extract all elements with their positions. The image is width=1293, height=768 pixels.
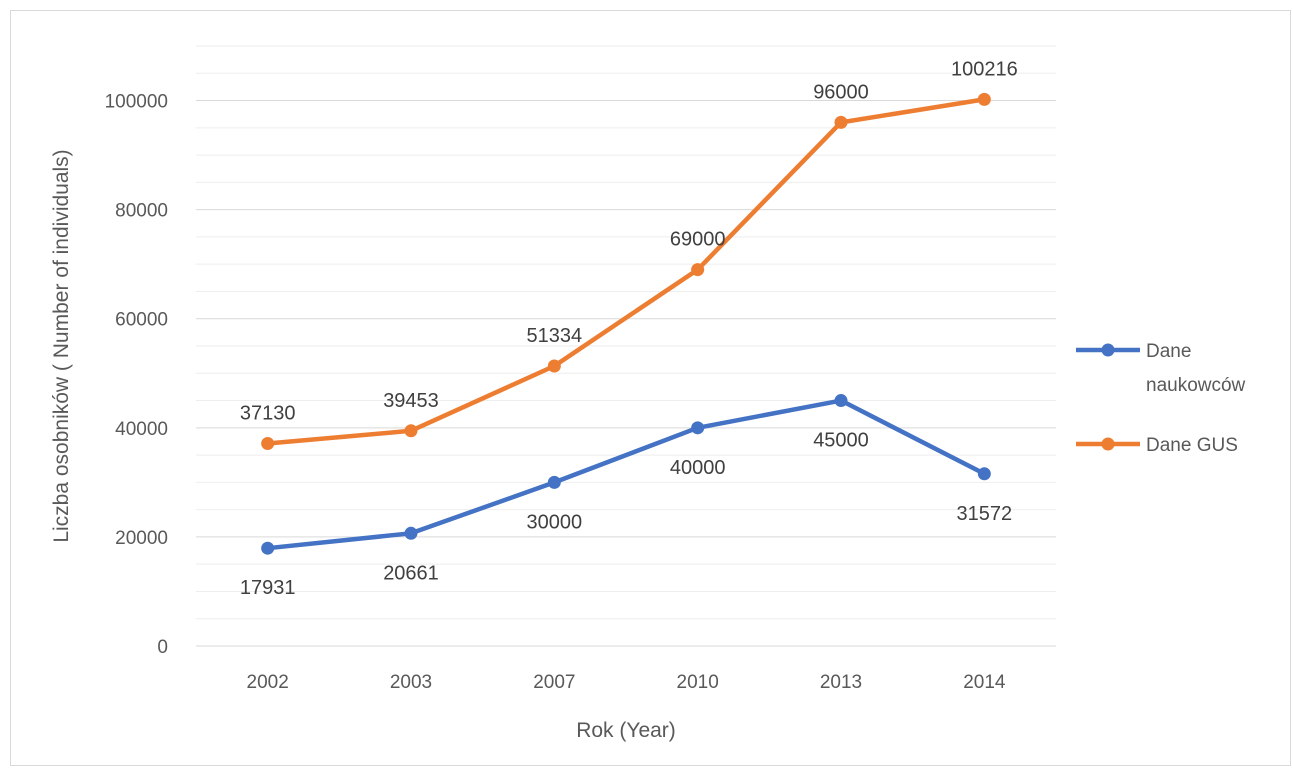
- data-label: 17931: [240, 577, 296, 599]
- x-axis-title: Rok (Year): [576, 719, 676, 742]
- data-label: 31572: [957, 503, 1013, 525]
- legend-label: Dane GUS: [1146, 435, 1238, 456]
- data-point-marker: [691, 421, 705, 435]
- y-tick-label: 100000: [105, 92, 168, 113]
- x-tick-label: 2003: [390, 672, 432, 693]
- x-tick-label: 2014: [963, 672, 1006, 693]
- chart-frame: [10, 10, 1291, 766]
- data-label: 51334: [527, 325, 583, 347]
- data-label: 45000: [813, 430, 869, 452]
- y-tick-label: 60000: [115, 310, 168, 331]
- y-tick-label: 80000: [115, 201, 168, 222]
- data-point-marker: [977, 92, 991, 106]
- x-tick-label: 2007: [533, 672, 575, 693]
- y-tick-label: 20000: [115, 528, 168, 549]
- data-point-marker: [691, 263, 705, 277]
- y-tick-label: 40000: [115, 419, 168, 440]
- data-point-marker: [547, 359, 561, 373]
- data-point-marker: [404, 424, 418, 438]
- legend-marker: [1101, 437, 1115, 451]
- data-point-marker: [261, 436, 275, 450]
- data-label: 40000: [670, 457, 726, 479]
- data-point-marker: [977, 467, 991, 481]
- data-label: 69000: [670, 229, 726, 251]
- legend-label: naukowców: [1146, 375, 1246, 396]
- series-line: [265, 398, 987, 551]
- data-label: 20661: [383, 562, 439, 584]
- data-label: 37130: [240, 402, 296, 424]
- x-axis-ticks: 2002 2003 2007 2010 2013 2014: [247, 672, 1006, 693]
- series-line: [265, 97, 987, 446]
- y-tick-label: 0: [157, 637, 168, 658]
- data-point-marker: [834, 394, 848, 408]
- x-tick-label: 2002: [247, 672, 289, 693]
- data-label: 30000: [527, 511, 583, 533]
- data-point-marker: [547, 475, 561, 489]
- legend-marker: [1101, 343, 1115, 357]
- legend: Dane naukowców Dane GUS: [1076, 341, 1246, 456]
- gridlines: [196, 45, 1056, 647]
- y-axis-ticks: 0 20000 40000 60000 80000 100000: [105, 92, 168, 658]
- x-tick-label: 2013: [820, 672, 862, 693]
- legend-label: Dane: [1146, 341, 1191, 362]
- data-point-marker: [261, 541, 275, 555]
- y-axis-title: Liczba osobników ( Number of individuals…: [50, 149, 73, 542]
- data-label: 100216: [951, 58, 1018, 80]
- data-label: 96000: [813, 81, 869, 103]
- series-group: [261, 92, 991, 555]
- data-point-marker: [404, 526, 418, 540]
- data-point-marker: [834, 115, 848, 129]
- x-tick-label: 2010: [677, 672, 719, 693]
- data-label: 39453: [383, 390, 439, 412]
- data-labels: 17931 20661 30000 40000 45000 31572 37130 39453…: [240, 58, 1018, 599]
